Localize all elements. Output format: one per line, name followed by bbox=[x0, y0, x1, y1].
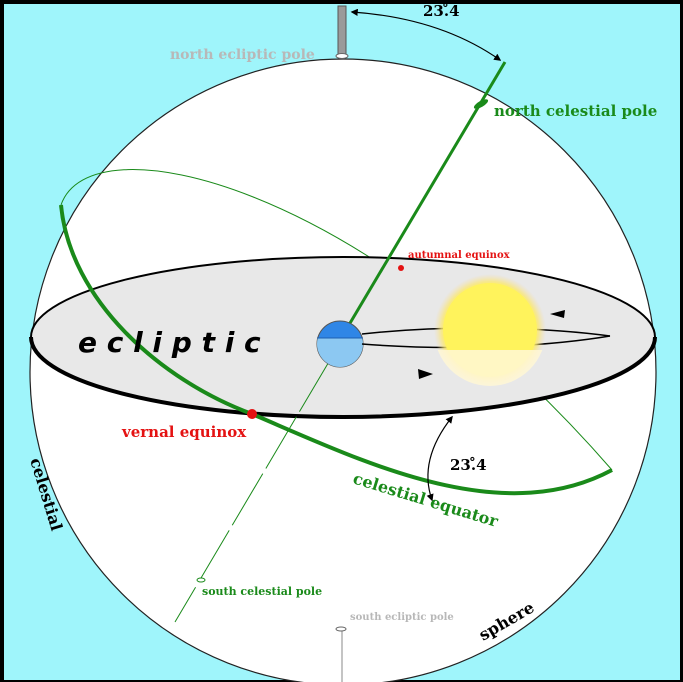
equator-tilt-arc bbox=[426, 415, 453, 502]
north-ecliptic-pole-marker bbox=[335, 53, 349, 59]
celestial-equator-front bbox=[59, 204, 613, 496]
north-ecliptic-pole-label: north ecliptic pole bbox=[170, 47, 315, 63]
top-tilt-label: 23.̊4 bbox=[423, 2, 460, 20]
equator-tilt-label: 23.̊4 bbox=[450, 456, 487, 474]
south-celestial-pole-marker bbox=[196, 577, 206, 583]
ecliptic-label: e c l i p t i c bbox=[78, 326, 261, 359]
autumnal-equinox-label: autumnal equinox bbox=[408, 250, 511, 261]
vernal-equinox-label: vernal equinox bbox=[121, 423, 247, 441]
north-ecliptic-pole-rod bbox=[337, 5, 347, 57]
ecliptic-plane-rim bbox=[29, 336, 657, 419]
autumnal-equinox-point bbox=[398, 265, 404, 271]
north-celestial-pole-label: north celestial pole bbox=[494, 102, 657, 120]
sun-orbit-arrow-top bbox=[550, 310, 565, 318]
south-ecliptic-pole-marker bbox=[335, 626, 347, 632]
south-ecliptic-pole-label: south ecliptic pole bbox=[350, 612, 454, 623]
sun-orbit-arrow-bottom bbox=[418, 369, 433, 379]
south-celestial-pole-label: south celestial pole bbox=[202, 585, 322, 598]
sun-lower-half bbox=[437, 350, 543, 386]
earth-lower-half bbox=[317, 338, 363, 367]
north-celestial-pole-marker bbox=[473, 99, 489, 109]
top-tilt-arc bbox=[350, 8, 502, 61]
vernal-equinox-point bbox=[247, 409, 257, 419]
